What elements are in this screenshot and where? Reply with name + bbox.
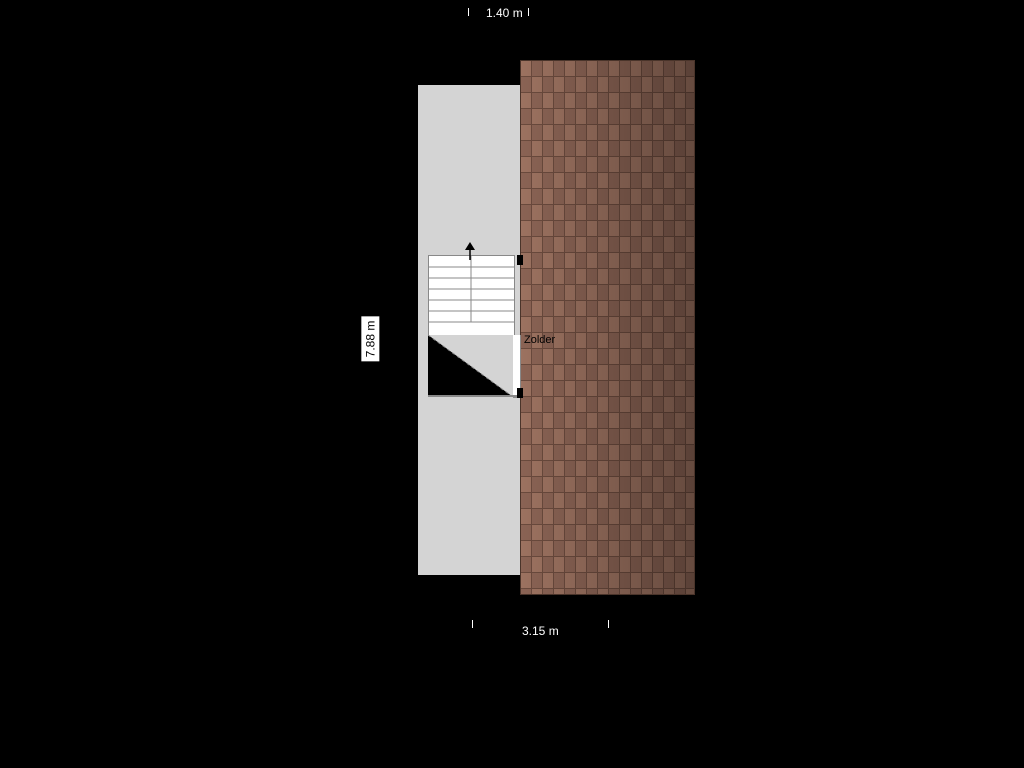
stair-arrow-icon — [462, 242, 478, 260]
stair-bottom-edge — [428, 395, 520, 397]
door-mark-lower — [517, 388, 523, 398]
room-label-zolder: Zolder — [524, 334, 555, 346]
roof-tile-pattern — [520, 60, 695, 595]
stair-steps — [429, 256, 514, 336]
dim-left-vertical: 7.88 m — [361, 317, 379, 362]
door-mark-upper — [517, 255, 523, 265]
void-triangle — [428, 335, 513, 397]
roof-section — [520, 60, 695, 595]
dim-top: 1.40 m — [486, 6, 523, 20]
tick-bottom-left — [472, 620, 473, 628]
tick-top-right — [528, 8, 529, 16]
tick-top-left — [468, 8, 469, 16]
staircase — [428, 255, 515, 337]
stair-void — [428, 335, 513, 397]
dim-bottom: 3.15 m — [522, 624, 559, 638]
tick-bottom-right — [608, 620, 609, 628]
